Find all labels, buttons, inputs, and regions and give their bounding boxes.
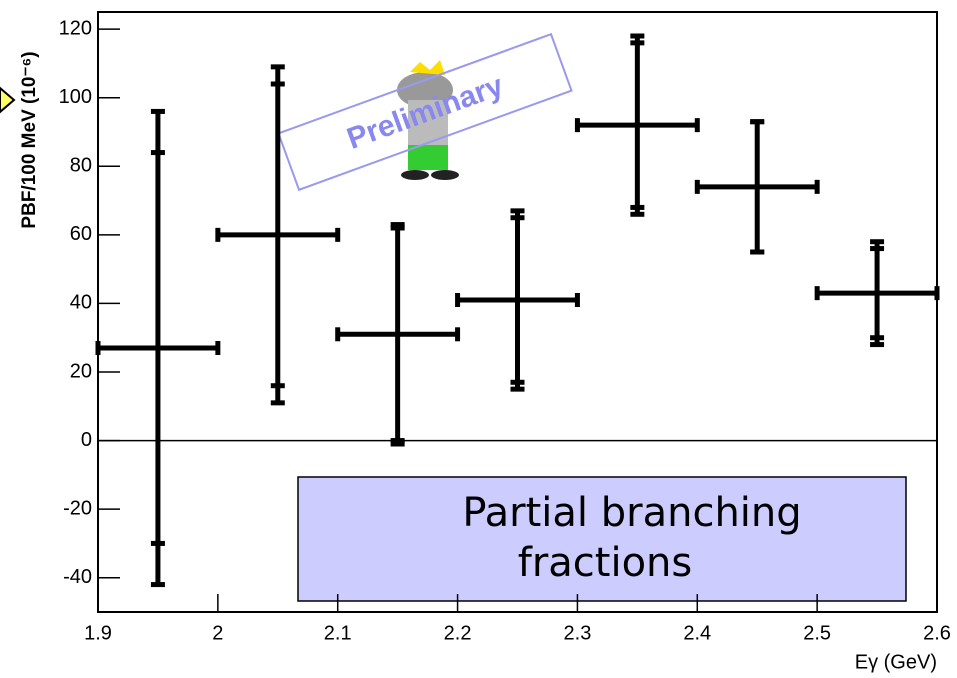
x-tick-label: 2.6 bbox=[923, 622, 951, 644]
chart: PBF/100 MeV (10⁻⁶) Eγ (GeV) Preliminary … bbox=[0, 0, 957, 678]
annotation-line: fractions bbox=[518, 540, 693, 586]
y-tick-label: 80 bbox=[70, 155, 92, 177]
y-tick-label: 60 bbox=[70, 223, 92, 245]
y-tick-label: -20 bbox=[63, 497, 92, 519]
y-tick-label: -40 bbox=[63, 566, 92, 588]
y-tick-label: 40 bbox=[70, 292, 92, 314]
pointer-arrow bbox=[0, 88, 14, 112]
x-axis-label: Eγ (GeV) bbox=[855, 651, 937, 673]
y-tick-label: 20 bbox=[70, 360, 92, 382]
x-tick-label: 2.2 bbox=[444, 622, 472, 644]
y-axis-label: PBF/100 MeV (10⁻⁶) bbox=[19, 51, 40, 228]
y-tick-label: 0 bbox=[81, 429, 92, 451]
x-tick-label: 2.5 bbox=[803, 622, 831, 644]
x-tick-label: 2 bbox=[212, 622, 223, 644]
x-tick-label: 1.9 bbox=[84, 622, 112, 644]
x-tick-label: 2.1 bbox=[324, 622, 352, 644]
x-tick-label: 2.3 bbox=[564, 622, 592, 644]
x-tick-label: 2.4 bbox=[683, 622, 711, 644]
y-tick-label: 120 bbox=[59, 17, 92, 39]
annotation-line: Partial branching bbox=[462, 490, 801, 536]
y-tick-label: 100 bbox=[59, 86, 92, 108]
